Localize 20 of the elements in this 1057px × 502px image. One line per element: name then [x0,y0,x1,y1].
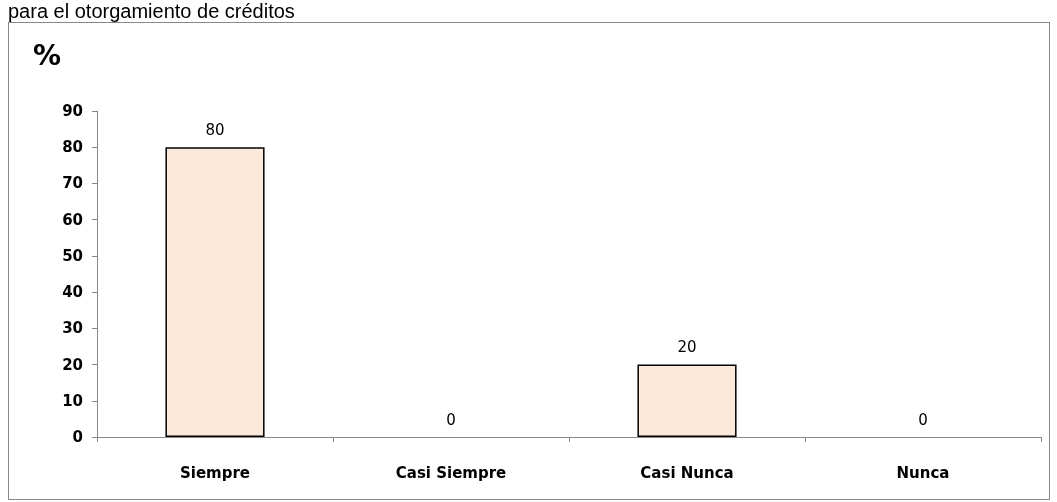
y-tick-label: 60 [62,210,83,229]
data-label: 0 [918,410,928,429]
x-tick-label: Casi Siempre [395,463,507,482]
y-tick-label: 30 [62,319,83,338]
chart-title: para el otorgamiento de créditos [8,0,295,22]
y-axis-title: % [33,38,62,72]
y-tick-label: 0 [72,428,83,446]
data-label: 20 [677,338,697,357]
y-tick-label: 20 [62,355,83,374]
y-tick-label: 50 [62,246,83,265]
x-tick-label: Nunca [896,463,950,482]
y-tick-label: 90 [62,102,83,120]
y-tick-label: 80 [62,138,83,157]
data-label: 0 [446,410,456,429]
x-tick-label: Siempre [179,463,251,482]
y-tick-label: 70 [62,174,83,193]
y-tick-label: 10 [62,391,83,410]
data-label: 80 [205,120,225,139]
x-tick-label: Casi Nunca [640,463,734,482]
y-tick-label: 40 [62,283,83,302]
